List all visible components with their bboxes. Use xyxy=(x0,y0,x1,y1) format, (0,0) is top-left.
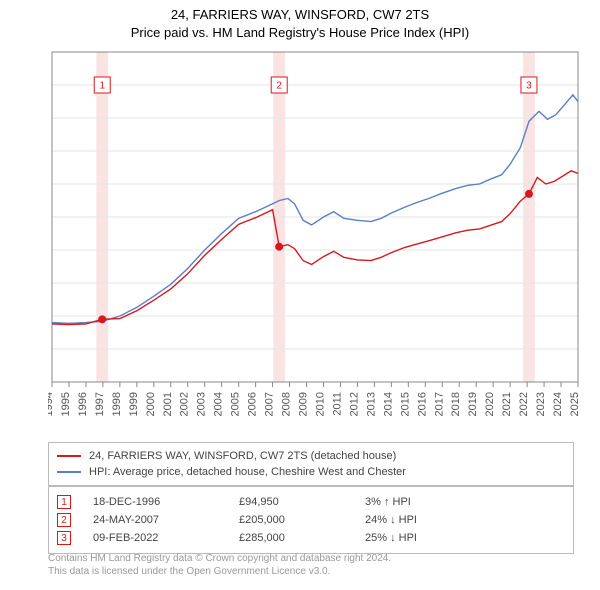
legend-swatch xyxy=(57,455,81,457)
x-tick-label: 1995 xyxy=(60,392,72,416)
x-tick-label: 2005 xyxy=(230,392,242,416)
x-tick-label: 2006 xyxy=(247,392,259,416)
x-tick-label: 2007 xyxy=(264,392,276,416)
chart-svg: £0£50K£100K£150K£200K£250K£300K£350K£400… xyxy=(48,48,584,448)
transaction-delta: 25% ↓ HPI xyxy=(365,532,515,544)
x-tick-label: 2014 xyxy=(382,392,394,416)
x-tick-label: 2023 xyxy=(535,392,547,416)
title-address: 24, FARRIERS WAY, WINSFORD, CW7 2TS xyxy=(0,6,600,24)
x-tick-label: 2020 xyxy=(484,392,496,416)
transaction-delta: 3% ↑ HPI xyxy=(365,496,515,508)
attribution-line2: This data is licensed under the Open Gov… xyxy=(48,565,574,578)
attribution: Contains HM Land Registry data © Crown c… xyxy=(48,552,574,578)
x-tick-label: 2016 xyxy=(416,392,428,416)
transaction-date: 09-FEB-2022 xyxy=(93,532,233,544)
plot-area: £0£50K£100K£150K£200K£250K£300K£350K£400… xyxy=(48,48,574,378)
x-tick-label: 2017 xyxy=(433,392,445,416)
x-tick-label: 2002 xyxy=(179,392,191,416)
x-tick-label: 2008 xyxy=(281,392,293,416)
x-tick-label: 2011 xyxy=(331,392,343,416)
x-tick-label: 1994 xyxy=(48,392,55,416)
marker-number-3: 3 xyxy=(526,81,532,92)
transaction-row: 1 18-DEC-1996 £94,950 3% ↑ HPI xyxy=(57,493,565,511)
transaction-date: 24-MAY-2007 xyxy=(93,514,233,526)
transaction-price: £205,000 xyxy=(239,514,359,526)
x-tick-label: 1999 xyxy=(128,392,140,416)
x-tick-label: 2001 xyxy=(162,392,174,416)
x-tick-label: 2019 xyxy=(467,392,479,416)
legend-text: 24, FARRIERS WAY, WINSFORD, CW7 2TS (det… xyxy=(89,450,396,462)
x-tick-label: 2000 xyxy=(145,392,157,416)
x-tick-label: 2004 xyxy=(213,392,225,416)
transaction-row: 2 24-MAY-2007 £205,000 24% ↓ HPI xyxy=(57,511,565,529)
transaction-marker-icon: 3 xyxy=(57,531,71,545)
x-tick-label: 2021 xyxy=(501,392,513,416)
transaction-row: 3 09-FEB-2022 £285,000 25% ↓ HPI xyxy=(57,529,565,547)
x-tick-label: 2015 xyxy=(399,392,411,416)
legend-row: HPI: Average price, detached house, Ches… xyxy=(57,464,565,480)
legend-swatch xyxy=(57,471,81,473)
x-tick-label: 2022 xyxy=(518,392,530,416)
x-tick-label: 2009 xyxy=(298,392,310,416)
attribution-line1: Contains HM Land Registry data © Crown c… xyxy=(48,552,574,565)
legend: 24, FARRIERS WAY, WINSFORD, CW7 2TS (det… xyxy=(48,442,574,486)
legend-text: HPI: Average price, detached house, Ches… xyxy=(89,466,406,478)
transaction-marker-icon: 2 xyxy=(57,513,71,527)
marker-number-1: 1 xyxy=(99,81,105,92)
series-hpi xyxy=(52,95,578,323)
x-tick-label: 2018 xyxy=(450,392,462,416)
x-tick-label: 2003 xyxy=(196,392,208,416)
x-tick-label: 2013 xyxy=(365,392,377,416)
transaction-date: 18-DEC-1996 xyxy=(93,496,233,508)
transaction-price: £285,000 xyxy=(239,532,359,544)
sale-dot-3 xyxy=(525,190,533,198)
title-subtitle: Price paid vs. HM Land Registry's House … xyxy=(0,24,600,42)
marker-number-2: 2 xyxy=(276,81,282,92)
x-tick-label: 2010 xyxy=(314,392,326,416)
series-property xyxy=(52,171,578,325)
title-block: 24, FARRIERS WAY, WINSFORD, CW7 2TS Pric… xyxy=(0,0,600,41)
x-tick-label: 1998 xyxy=(111,392,123,416)
x-tick-label: 1997 xyxy=(94,392,106,416)
x-tick-label: 1996 xyxy=(77,392,89,416)
transaction-marker-icon: 1 xyxy=(57,495,71,509)
transaction-price: £94,950 xyxy=(239,496,359,508)
transactions-table: 1 18-DEC-1996 £94,950 3% ↑ HPI 2 24-MAY-2007 £… xyxy=(48,486,574,554)
x-tick-label: 2012 xyxy=(348,392,360,416)
sale-dot-2 xyxy=(275,243,283,251)
sale-dot-1 xyxy=(98,315,106,323)
transaction-delta: 24% ↓ HPI xyxy=(365,514,515,526)
x-tick-label: 2024 xyxy=(552,392,564,416)
legend-row: 24, FARRIERS WAY, WINSFORD, CW7 2TS (det… xyxy=(57,448,565,464)
chart-container: 24, FARRIERS WAY, WINSFORD, CW7 2TS Pric… xyxy=(0,0,600,590)
x-tick-label: 2025 xyxy=(569,392,581,416)
